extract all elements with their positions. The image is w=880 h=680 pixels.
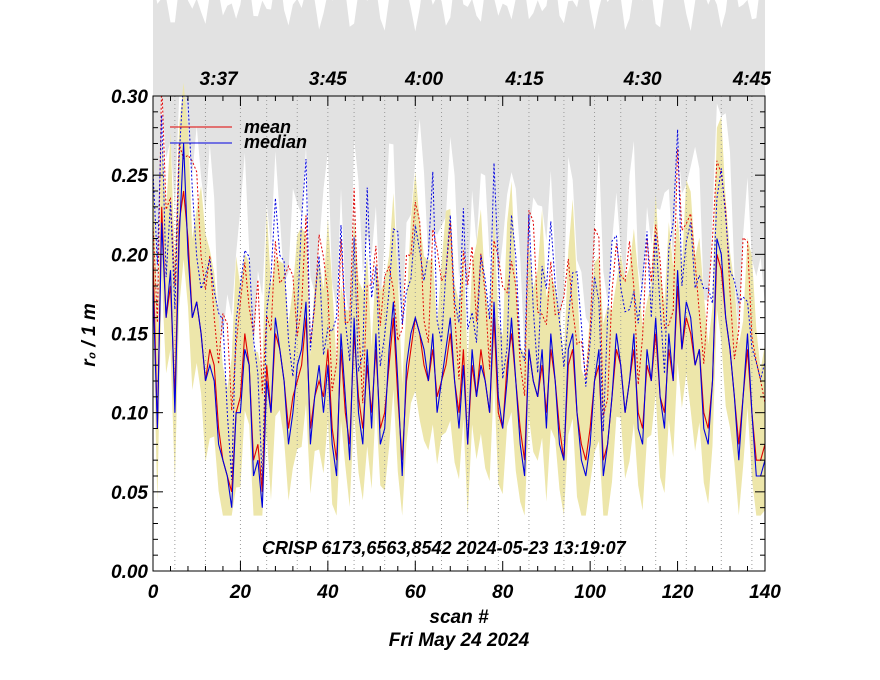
y-tick-label: 0.20 — [111, 245, 148, 266]
time-label: 3:37 — [200, 69, 239, 90]
x-tick-label: 20 — [229, 582, 252, 603]
series-lines — [153, 143, 765, 508]
date-label: Fri May 24 2024 — [389, 630, 530, 651]
time-label: 4:45 — [732, 69, 771, 90]
time-label: 3:45 — [309, 69, 347, 90]
dotted-mean-line — [153, 96, 765, 416]
x-tick-label: 0 — [148, 582, 159, 603]
time-label: 4:30 — [623, 69, 662, 90]
x-tick-label: 140 — [749, 582, 781, 603]
legend-median-label: median — [244, 132, 307, 152]
y-tick-label: 0.25 — [111, 166, 148, 187]
y-tick-label: 0.05 — [111, 483, 148, 504]
x-tick-label: 60 — [405, 582, 427, 603]
x-axis-title: scan # — [429, 607, 489, 628]
y-tick-label: 0.15 — [111, 325, 148, 346]
x-tick-label: 100 — [574, 582, 606, 603]
legend: mean median — [170, 117, 307, 152]
y-tick-label: 0.10 — [111, 404, 148, 425]
y-tick-label: 0.30 — [111, 87, 148, 108]
x-tick-label: 80 — [492, 582, 514, 603]
gray-spread-band — [153, 0, 765, 356]
khaki-spread-band — [153, 82, 765, 516]
median-series-line — [153, 143, 765, 508]
x-axis-ticks: 0 20 40 60 80 100 120 140 — [148, 96, 781, 603]
y-axis-title: r₀ / 1 m — [79, 303, 100, 367]
legend-mean-label: mean — [244, 117, 291, 137]
time-label: 4:15 — [505, 69, 544, 90]
top-time-labels: 3:37 3:45 4:00 4:15 4:30 4:45 — [200, 69, 772, 90]
time-label: 4:00 — [404, 69, 443, 90]
x-tick-label: 40 — [316, 582, 339, 603]
dotted-median-line — [153, 96, 765, 484]
dotted-upper-series — [153, 96, 765, 484]
y-axis-ticks: 0.00 0.05 0.10 0.15 0.20 0.25 0.30 — [111, 87, 765, 583]
y-tick-label: 0.00 — [111, 562, 148, 583]
x-tick-label: 120 — [662, 582, 694, 603]
mean-series-line — [153, 190, 765, 492]
instrument-annotation: CRISP 6173,6563,8542 2024-05-23 13:19:07 — [262, 538, 627, 558]
